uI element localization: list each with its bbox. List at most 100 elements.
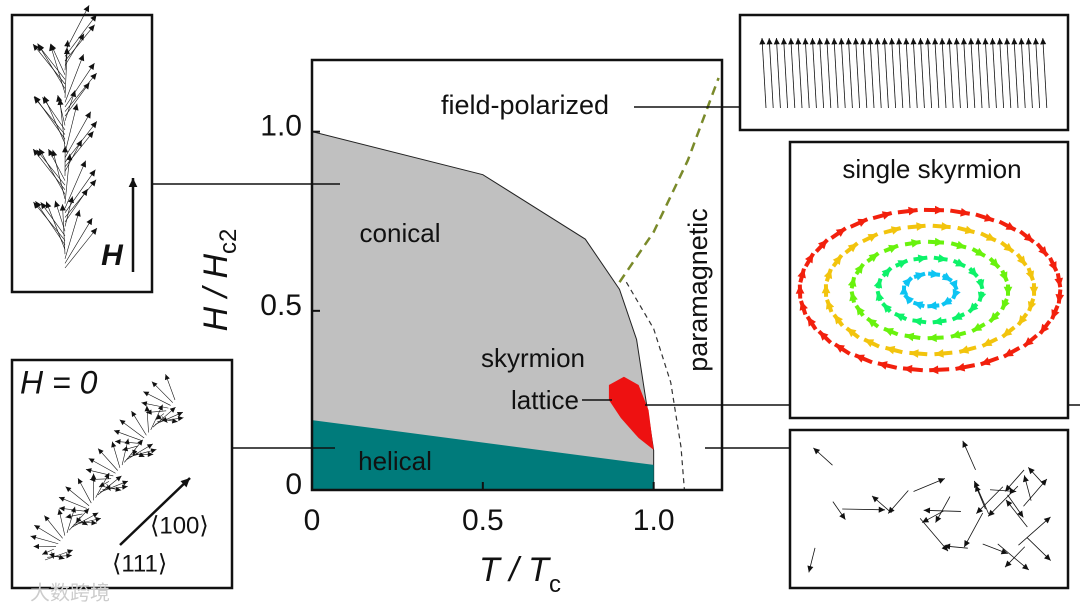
spin xyxy=(34,95,66,140)
spin-head xyxy=(147,451,154,457)
spin-head xyxy=(922,516,930,523)
spin-head xyxy=(115,486,122,492)
spin-head xyxy=(975,485,981,493)
region-label: lattice xyxy=(511,385,579,415)
spin-head xyxy=(834,314,843,325)
spin-head xyxy=(956,240,967,250)
spin-head xyxy=(952,311,963,320)
spin-head xyxy=(972,322,983,332)
spin-head xyxy=(847,277,857,287)
spin-head xyxy=(1005,560,1012,568)
spin-head xyxy=(68,196,74,204)
spin-head xyxy=(1017,510,1024,518)
spin-head xyxy=(824,38,831,45)
spin xyxy=(1035,37,1040,109)
spin-head xyxy=(910,38,917,45)
spin-head xyxy=(113,429,120,435)
spin-head xyxy=(67,549,73,555)
spin-head xyxy=(888,244,899,253)
spin-head xyxy=(927,301,937,310)
spin-head xyxy=(807,316,817,327)
spin-head xyxy=(1000,548,1008,555)
spin-head xyxy=(964,540,970,548)
x-tick-label: 1.0 xyxy=(633,504,675,537)
spin-head xyxy=(122,484,128,490)
spin xyxy=(905,37,911,109)
x-tick-label: 0.5 xyxy=(462,504,504,537)
spin-head xyxy=(57,509,63,516)
spin-head xyxy=(976,506,983,514)
spin-head xyxy=(913,301,924,310)
spin-head xyxy=(56,95,63,102)
spin-head xyxy=(881,211,892,220)
spin-head xyxy=(980,357,991,366)
spin-head xyxy=(70,90,77,98)
spin-head xyxy=(935,515,942,523)
spin-head xyxy=(1022,563,1029,570)
spin xyxy=(62,204,66,255)
x-tick-label: 0 xyxy=(304,504,321,537)
spin-head xyxy=(818,239,828,250)
spin-head xyxy=(85,111,91,119)
x-axis-label: T / Tc xyxy=(479,551,561,598)
spin-head xyxy=(975,247,986,257)
spin-head xyxy=(1048,261,1057,272)
spin xyxy=(36,149,66,186)
spin-head xyxy=(877,361,888,370)
annotation: paramagnetic xyxy=(683,208,713,372)
spin-head xyxy=(1029,286,1039,296)
spin xyxy=(64,169,96,213)
spin-head xyxy=(888,38,895,45)
spin xyxy=(970,37,976,109)
spin-head xyxy=(30,535,37,541)
spin-head xyxy=(927,333,937,343)
spin-head xyxy=(1006,499,1013,507)
spin-head xyxy=(934,205,944,215)
spin-head xyxy=(839,512,846,520)
spin-head xyxy=(1002,327,1013,337)
spin-head xyxy=(1032,38,1039,45)
spin xyxy=(64,54,84,103)
spin xyxy=(64,62,95,108)
spin-head xyxy=(942,296,953,305)
spin-head xyxy=(797,268,806,279)
region-label: conical xyxy=(360,218,441,248)
spin xyxy=(984,37,990,109)
spin-head xyxy=(105,484,111,491)
spin-head xyxy=(939,38,946,45)
spin-head xyxy=(899,285,909,295)
spin-head xyxy=(867,234,878,242)
spin-head xyxy=(1022,475,1029,483)
inset-conical xyxy=(10,13,154,294)
inset-label: H xyxy=(101,239,124,272)
spin-head xyxy=(894,313,905,322)
spin-head xyxy=(83,82,90,90)
spin xyxy=(790,37,796,109)
spin xyxy=(963,512,984,548)
spin-head xyxy=(911,239,921,248)
spin-head xyxy=(89,179,97,187)
spin-head xyxy=(989,38,996,45)
spin xyxy=(804,37,810,109)
region-label: helical xyxy=(358,446,432,476)
spin-head xyxy=(78,33,85,41)
spin-head xyxy=(161,416,168,423)
spin-head xyxy=(964,225,975,235)
spin-head xyxy=(849,291,858,302)
spin xyxy=(64,209,80,259)
spin-head xyxy=(77,478,83,485)
spin xyxy=(891,37,896,109)
spin xyxy=(776,37,781,109)
spin-head xyxy=(1003,242,1014,252)
spin-head xyxy=(155,414,162,420)
spin xyxy=(934,37,940,109)
spin xyxy=(819,37,824,109)
spin xyxy=(64,218,93,264)
spin-head xyxy=(76,517,82,524)
spin-head xyxy=(989,312,1000,322)
inset-label: H = 0 xyxy=(20,364,98,400)
spin-head xyxy=(81,520,88,526)
spin xyxy=(920,37,925,109)
spin-head xyxy=(818,331,829,341)
